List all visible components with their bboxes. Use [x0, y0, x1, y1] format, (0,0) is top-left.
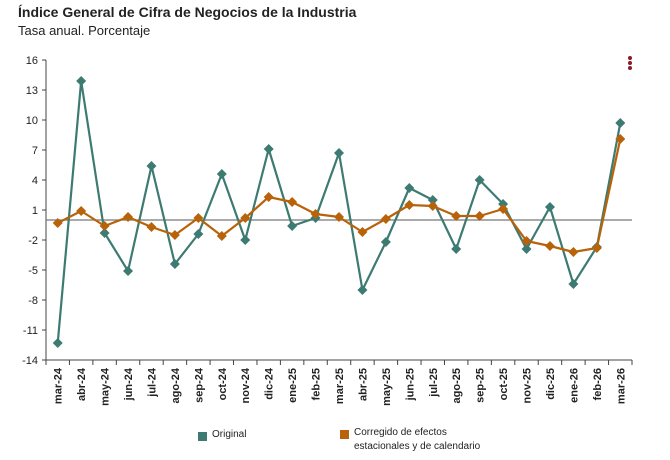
data-point[interactable]: [287, 197, 298, 207]
x-tick-label: oct-24: [217, 367, 229, 400]
legend-item-original[interactable]: Original: [198, 428, 278, 448]
data-point[interactable]: [216, 231, 227, 241]
data-point[interactable]: [193, 213, 204, 223]
x-tick-label: jun-25: [404, 368, 416, 401]
data-point[interactable]: [474, 211, 485, 221]
data-point[interactable]: [591, 243, 602, 253]
legend-label-original: Original: [212, 429, 247, 440]
x-tick-label: ago-25: [451, 368, 463, 403]
x-tick-label: ene-26: [568, 368, 580, 403]
data-point[interactable]: [334, 212, 344, 222]
legend-label-corregido: Corregido de efectos estacionales y de c…: [354, 427, 481, 452]
y-tick-label: -14: [22, 355, 38, 367]
x-tick-label: jul-24: [146, 367, 158, 398]
y-tick-label: 10: [26, 115, 38, 127]
data-point[interactable]: [123, 212, 134, 222]
legend-swatch-original: [198, 432, 207, 441]
x-tick-label: sep-24: [193, 367, 205, 403]
data-point[interactable]: [427, 201, 438, 211]
data-point[interactable]: [52, 218, 63, 228]
y-tick-label: -2: [28, 235, 38, 247]
y-tick-label: -11: [23, 325, 38, 337]
y-tick-label: 13: [26, 85, 38, 97]
data-point[interactable]: [193, 229, 204, 239]
data-point[interactable]: [544, 202, 555, 212]
x-tick-label: may-24: [100, 367, 112, 406]
x-tick-label: ago-24: [170, 367, 182, 403]
data-point[interactable]: [99, 228, 110, 238]
data-point[interactable]: [380, 214, 391, 224]
x-tick-label: oct-25: [498, 368, 510, 400]
x-tick-label: mar-24: [53, 367, 65, 404]
data-point[interactable]: [240, 213, 251, 223]
x-tick-label: mar-26: [615, 368, 627, 404]
legend-swatch-corregido: [340, 430, 349, 439]
data-point[interactable]: [76, 76, 87, 86]
data-point[interactable]: [474, 175, 485, 185]
x-tick-label: jul-25: [428, 368, 440, 398]
data-point[interactable]: [357, 227, 368, 237]
data-point[interactable]: [123, 266, 134, 276]
data-point[interactable]: [568, 247, 579, 257]
y-tick-label: 7: [32, 145, 38, 157]
data-point[interactable]: [287, 221, 298, 231]
data-point[interactable]: [544, 241, 555, 251]
menu-dot: [628, 56, 632, 60]
legend-item-corregido[interactable]: Corregido de efectos estacionales y de c…: [340, 426, 510, 458]
data-point[interactable]: [451, 211, 462, 221]
data-point[interactable]: [334, 148, 344, 158]
x-tick-label: feb-26: [592, 368, 604, 400]
y-tick-label: 4: [32, 175, 38, 187]
data-point[interactable]: [76, 206, 87, 216]
y-tick-label: 1: [32, 205, 38, 217]
x-tick-label: jun-24: [123, 367, 135, 401]
data-point[interactable]: [146, 222, 157, 232]
chart-series: [52, 76, 626, 348]
data-point[interactable]: [310, 209, 321, 219]
data-point[interactable]: [357, 285, 368, 295]
data-point[interactable]: [146, 161, 157, 171]
chart-axes: 16 13 10 7 4 1 -2 -5 -8 -11 -14 mar-24 abr-24 may-24 j…: [22, 55, 633, 406]
data-point[interactable]: [169, 259, 180, 269]
x-tick-label: nov-24: [240, 367, 252, 403]
x-tick-label: dic-25: [545, 368, 557, 400]
data-point[interactable]: [451, 244, 462, 254]
y-tick-label: 16: [26, 55, 38, 67]
data-point[interactable]: [615, 134, 626, 144]
x-tick-label: sep-25: [475, 368, 487, 403]
menu-dot: [628, 66, 632, 70]
data-point[interactable]: [263, 144, 274, 154]
chart-subtitle: Tasa anual. Porcentaje: [18, 23, 151, 38]
data-point[interactable]: [99, 221, 110, 231]
data-point[interactable]: [52, 338, 63, 348]
x-tick-label: mar-25: [334, 368, 346, 404]
series-line-0: [56, 79, 622, 344]
kebab-menu-icon[interactable]: [625, 55, 635, 71]
data-point[interactable]: [240, 235, 251, 245]
data-point[interactable]: [568, 279, 579, 289]
data-point[interactable]: [615, 118, 626, 128]
menu-dot: [628, 61, 632, 65]
y-tick-label: -5: [28, 265, 38, 277]
data-point[interactable]: [498, 204, 509, 214]
x-tick-label: may-25: [381, 368, 393, 406]
data-point[interactable]: [404, 200, 415, 210]
x-tick-label: abr-25: [357, 368, 369, 401]
x-tick-label: nov-25: [522, 368, 534, 403]
data-point[interactable]: [216, 169, 227, 179]
data-point[interactable]: [427, 195, 438, 205]
data-point[interactable]: [263, 192, 274, 202]
y-tick-label: -8: [28, 295, 38, 307]
x-tick-label: feb-25: [311, 368, 323, 400]
data-point[interactable]: [380, 237, 391, 247]
x-tick-label: ene-25: [287, 368, 299, 403]
data-point[interactable]: [169, 230, 180, 240]
x-tick-label: abr-24: [76, 367, 88, 401]
x-tick-label: dic-24: [264, 367, 276, 400]
chart-title: Índice General de Cifra de Negocios de l…: [18, 4, 357, 20]
data-point[interactable]: [404, 183, 415, 193]
data-point[interactable]: [521, 244, 532, 254]
data-point[interactable]: [521, 236, 532, 246]
